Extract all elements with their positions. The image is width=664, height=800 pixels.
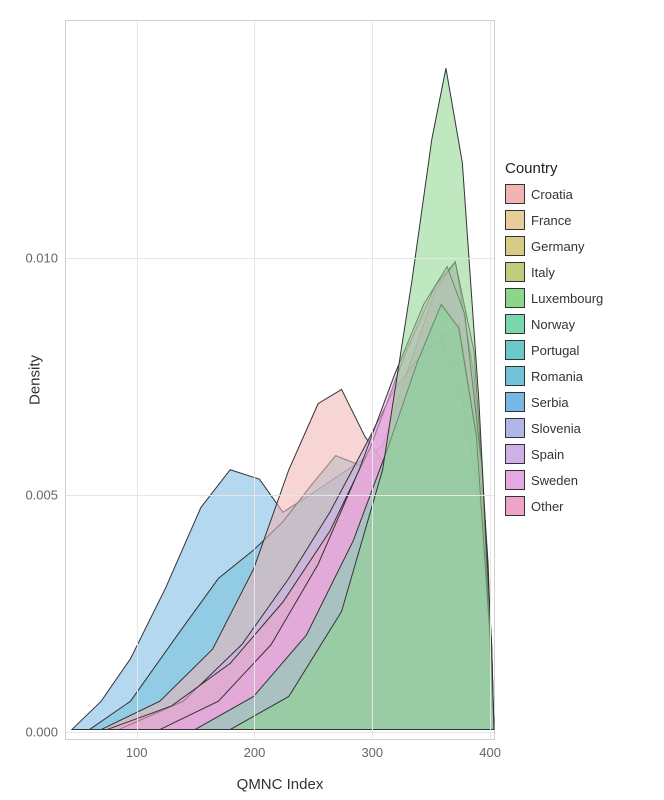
y-tick-label: 0.005	[25, 487, 58, 502]
legend-swatch	[505, 470, 525, 490]
legend-swatch	[505, 340, 525, 360]
legend-item: Luxembourg	[505, 285, 603, 311]
legend-swatch	[505, 366, 525, 386]
legend-swatch	[505, 236, 525, 256]
legend-item: Spain	[505, 441, 603, 467]
legend-label: Romania	[531, 369, 583, 384]
legend-label: Serbia	[531, 395, 569, 410]
density-layer	[66, 21, 494, 739]
legend-item: Italy	[505, 259, 603, 285]
legend-swatch	[505, 184, 525, 204]
legend-item: Portugal	[505, 337, 603, 363]
grid-line-v	[137, 21, 138, 739]
legend-items: Croatia France Germany Italy Luxembourg Norwa…	[505, 181, 603, 519]
legend-item: Serbia	[505, 389, 603, 415]
legend-label: Spain	[531, 447, 564, 462]
legend-swatch	[505, 418, 525, 438]
legend-item: France	[505, 207, 603, 233]
plot-panel: 1002003004000.0000.0050.010	[65, 20, 495, 740]
grid-line-v	[372, 21, 373, 739]
legend-item: Germany	[505, 233, 603, 259]
legend-item: Sweden	[505, 467, 603, 493]
legend-swatch	[505, 496, 525, 516]
legend-label: Croatia	[531, 187, 573, 202]
legend-item: Other	[505, 493, 603, 519]
figure: 1002003004000.0000.0050.010 Density QMNC…	[0, 0, 664, 800]
legend-swatch	[505, 392, 525, 412]
legend-swatch	[505, 262, 525, 282]
legend-swatch	[505, 288, 525, 308]
legend: Country Croatia France Germany Italy Luxembo…	[505, 160, 603, 519]
grid-line-v	[254, 21, 255, 739]
legend-swatch	[505, 210, 525, 230]
x-tick-label: 300	[361, 745, 383, 760]
legend-label: Italy	[531, 265, 555, 280]
grid-line-v	[490, 21, 491, 739]
x-tick-label: 100	[126, 745, 148, 760]
legend-item: Norway	[505, 311, 603, 337]
y-axis-title: Density	[27, 355, 44, 405]
legend-label: France	[531, 213, 571, 228]
legend-label: Portugal	[531, 343, 579, 358]
legend-label: Slovenia	[531, 421, 581, 436]
grid-line-h	[66, 495, 494, 496]
x-tick-label: 400	[479, 745, 501, 760]
legend-swatch	[505, 314, 525, 334]
legend-item: Croatia	[505, 181, 603, 207]
legend-label: Other	[531, 499, 564, 514]
y-tick-label: 0.000	[25, 724, 58, 739]
x-axis-title: QMNC Index	[237, 776, 324, 793]
y-tick-label: 0.010	[25, 250, 58, 265]
x-tick-label: 200	[244, 745, 266, 760]
legend-label: Germany	[531, 239, 584, 254]
legend-swatch	[505, 444, 525, 464]
legend-label: Luxembourg	[531, 291, 603, 306]
legend-label: Norway	[531, 317, 575, 332]
grid-line-h	[66, 732, 494, 733]
legend-item: Slovenia	[505, 415, 603, 441]
legend-label: Sweden	[531, 473, 578, 488]
grid-line-h	[66, 258, 494, 259]
legend-item: Romania	[505, 363, 603, 389]
legend-title: Country	[505, 160, 603, 177]
